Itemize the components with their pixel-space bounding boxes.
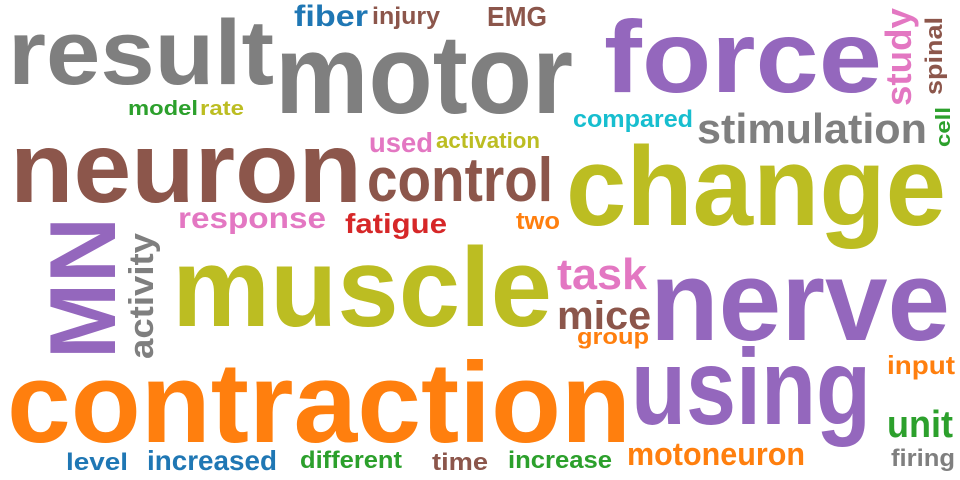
word-level: level xyxy=(66,449,128,476)
word-mice: mice xyxy=(557,294,651,338)
word-task: task xyxy=(557,250,648,299)
word-nerve: nerve xyxy=(650,238,950,365)
word-cell: cell xyxy=(933,107,955,147)
word-study: study xyxy=(878,8,919,106)
word-group: group xyxy=(577,324,649,349)
word-muscle: muscle xyxy=(172,225,552,350)
word-spinal: spinal xyxy=(921,17,948,95)
word-change: change xyxy=(566,124,946,249)
word-result: result xyxy=(8,2,274,104)
word-unit: unit xyxy=(887,404,953,446)
word-using: using xyxy=(631,326,871,447)
word-activity: activity xyxy=(123,233,161,359)
word-input: input xyxy=(887,350,955,380)
word-activation: activation xyxy=(436,128,540,153)
word-two: two xyxy=(516,208,560,235)
word-different: different xyxy=(300,447,402,474)
word-increased: increased xyxy=(147,445,277,476)
word-model: model xyxy=(128,98,198,120)
word-time: time xyxy=(432,449,488,476)
word-stimulation: stimulation xyxy=(697,105,927,152)
word-motoneuron: motoneuron xyxy=(627,436,805,472)
word-fiber: fiber xyxy=(294,0,368,33)
word-rate: rate xyxy=(200,98,244,120)
word-injury: injury xyxy=(372,3,441,30)
word-emg: EMG xyxy=(487,1,547,32)
word-compared: compared xyxy=(573,106,693,133)
word-mn: MN xyxy=(30,217,135,359)
word-motor: motor xyxy=(275,12,573,137)
word-control: control xyxy=(367,146,553,215)
word-used: used xyxy=(369,127,433,158)
word-contraction: contraction xyxy=(7,340,631,467)
word-fatigue: fatigue xyxy=(345,208,447,239)
word-response: response xyxy=(178,202,326,235)
word-neuron: neuron xyxy=(10,112,362,224)
word-increase: increase xyxy=(508,447,612,474)
word-firing: firing xyxy=(891,445,955,472)
word-force: force xyxy=(604,0,882,114)
